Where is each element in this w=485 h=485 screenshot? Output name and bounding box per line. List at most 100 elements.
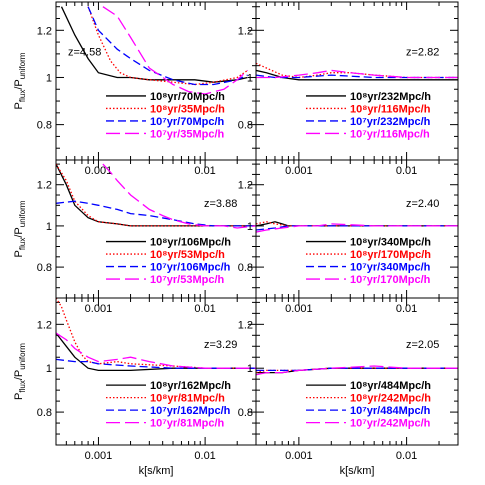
x-tick-label: 0.001 [285, 450, 313, 462]
panel-1: 0.8 1 1.2 0.001 0.01 z=4.58 10⁸yr/70Mpc/h10⁸yr… [37, 1, 257, 177]
legend: 10⁸yr/162Mpc/h10⁸yr/81Mpc/h10⁷yr/162Mpc/… [106, 380, 231, 430]
legend-label: 10⁸yr/170Mpc/h [350, 249, 431, 261]
series-line [87, 6, 248, 86]
x-tick-label: 0.001 [85, 303, 113, 315]
series-line [256, 69, 458, 81]
y-tick-label: 0.8 [37, 262, 52, 274]
y-axis-label-part: P [13, 393, 25, 400]
legend-label: 10⁷yr/35Mpc/h [150, 128, 225, 140]
panel-ticks [55, 2, 257, 160]
x-tick-label: 0.001 [85, 450, 113, 462]
legend: 10⁸yr/70Mpc/h10⁸yr/35Mpc/h10⁷yr/70Mpc/h1… [106, 91, 225, 140]
x-tick-label: 0.01 [194, 450, 215, 462]
y-tick-label: 0.8 [37, 120, 52, 132]
legend-label: 10⁸yr/242Mpc/h [350, 393, 431, 405]
y-axis-label-sub: flux [18, 90, 27, 102]
series-line [256, 365, 458, 376]
series-line [102, 163, 256, 229]
legend: 10⁸yr/484Mpc/h10⁸yr/242Mpc/h10⁷yr/484Mpc… [306, 380, 431, 430]
redshift-label: z=2.05 [406, 339, 439, 351]
y-tick-label: 1 [46, 363, 52, 375]
panel-curves [256, 365, 458, 376]
legend-label: 10⁷yr/232Mpc/h [350, 116, 431, 128]
y-tick-label: 1 [46, 221, 52, 233]
y-tick-label: 0.8 [238, 407, 253, 419]
y-tick-label: 1 [247, 363, 253, 375]
y-axis-label-sub: flux [18, 238, 27, 250]
y-axis-label-part: P [13, 250, 25, 257]
panel-curves [60, 6, 249, 95]
series-line [56, 200, 256, 227]
y-axis-label-part: /P [13, 79, 25, 89]
redshift-label: z=2.40 [406, 198, 439, 210]
x-tick-label: 0.01 [194, 165, 215, 177]
y-axis-label-sub: uniform [18, 200, 27, 227]
y-tick-label: 1.2 [238, 180, 253, 192]
y-axis-label-part: P [13, 102, 25, 109]
x-tick-label: 0.01 [194, 303, 215, 315]
x-tick-label: 0.01 [396, 165, 417, 177]
series-line [102, 6, 249, 95]
y-tick-label: 0.8 [37, 407, 52, 419]
redshift-label: z=3.88 [204, 198, 237, 210]
panel-ticks [255, 2, 459, 160]
panel-5: 0.8 1 1.2 0.001 0.01 z=3.29 10⁸yr/162Mpc/h10⁸y… [37, 297, 257, 462]
legend: 10⁸yr/232Mpc/h10⁸yr/116Mpc/h10⁷yr/232Mpc… [306, 91, 431, 140]
y-tick-label: 1.2 [238, 319, 253, 331]
y-axis-label-sub: flux [18, 380, 27, 392]
y-axis-label: Pflux/Puniform [13, 343, 27, 400]
series-line [56, 332, 256, 369]
legend-label: 10⁸yr/70Mpc/h [150, 91, 225, 103]
y-axis-label: Pflux/Puniform [13, 200, 27, 257]
panel-curves [56, 298, 256, 372]
y-axis-label-part: /P [13, 370, 25, 380]
y-tick-label: 0.8 [238, 120, 253, 132]
redshift-label: z=3.29 [204, 339, 237, 351]
legend-label: 10⁸yr/35Mpc/h [150, 103, 225, 115]
x-tick-label: 0.001 [285, 303, 313, 315]
series-line [256, 367, 458, 372]
y-axis-label-sub: uniform [18, 52, 27, 79]
legend-label: 10⁸yr/53Mpc/h [150, 249, 225, 261]
y-tick-label: 1 [46, 72, 52, 84]
legend-label: 10⁸yr/232Mpc/h [350, 91, 431, 103]
panel-curves [256, 62, 458, 81]
legend-label: 10⁷yr/242Mpc/h [350, 418, 431, 430]
series-line [256, 62, 458, 79]
legend-label: 10⁷yr/106Mpc/h [150, 262, 231, 274]
y-tick-label: 1.2 [37, 319, 52, 331]
series-line [56, 163, 256, 227]
redshift-label: z=2.82 [406, 47, 439, 59]
y-axis-label-sub: uniform [18, 343, 27, 370]
panel-3: 0.8 1 1.2 0.001 0.01 z=3.88 10⁸yr/106Mpc/h10⁸y… [37, 159, 257, 315]
y-tick-label: 1.2 [238, 25, 253, 37]
y-axis-label-part: /P [13, 227, 25, 237]
panel-4: 0.8 1 1.2 0.001 0.01 z=2.40 10⁸yr/340Mpc/h10⁸y… [238, 159, 459, 315]
y-tick-label: 1.2 [37, 180, 52, 192]
x-axis-label: k[s/km] [139, 465, 174, 477]
x-axis-label: k[s/km] [340, 465, 375, 477]
legend-label: 10⁷yr/70Mpc/h [150, 116, 225, 128]
series-line [256, 69, 458, 79]
legend-label: 10⁷yr/81Mpc/h [150, 418, 225, 430]
x-tick-label: 0.01 [396, 303, 417, 315]
legend-label: 10⁸yr/106Mpc/h [150, 237, 231, 249]
legend: 10⁸yr/106Mpc/h10⁸yr/53Mpc/h10⁷yr/106Mpc/… [106, 237, 231, 286]
legend-label: 10⁸yr/116Mpc/h [350, 103, 431, 115]
panel-6: 0.8 1 1.2 0.001 0.01 z=2.05 10⁸yr/484Mpc/h10⁸y… [238, 297, 459, 462]
legend-label: 10⁷yr/170Mpc/h [350, 274, 431, 286]
y-axis-label: Pflux/Puniform [13, 52, 27, 109]
series-line [256, 223, 458, 233]
legend: 10⁸yr/340Mpc/h10⁸yr/170Mpc/h10⁷yr/340Mpc… [306, 237, 431, 286]
panel-2: 0.8 1 1.2 0.001 0.01 z=2.82 10⁸yr/232Mpc/h10⁸y… [238, 1, 459, 177]
legend-label: 10⁷yr/162Mpc/h [150, 405, 231, 417]
panel-frame [255, 297, 459, 446]
redshift-label: z=4.58 [68, 47, 101, 59]
y-tick-label: 1 [247, 72, 253, 84]
series-line [87, 6, 248, 86]
legend-label: 10⁷yr/116Mpc/h [350, 128, 430, 140]
x-tick-label: 0.001 [85, 165, 113, 177]
legend-label: 10⁷yr/484Mpc/h [350, 405, 431, 417]
legend-label: 10⁷yr/340Mpc/h [350, 262, 431, 274]
